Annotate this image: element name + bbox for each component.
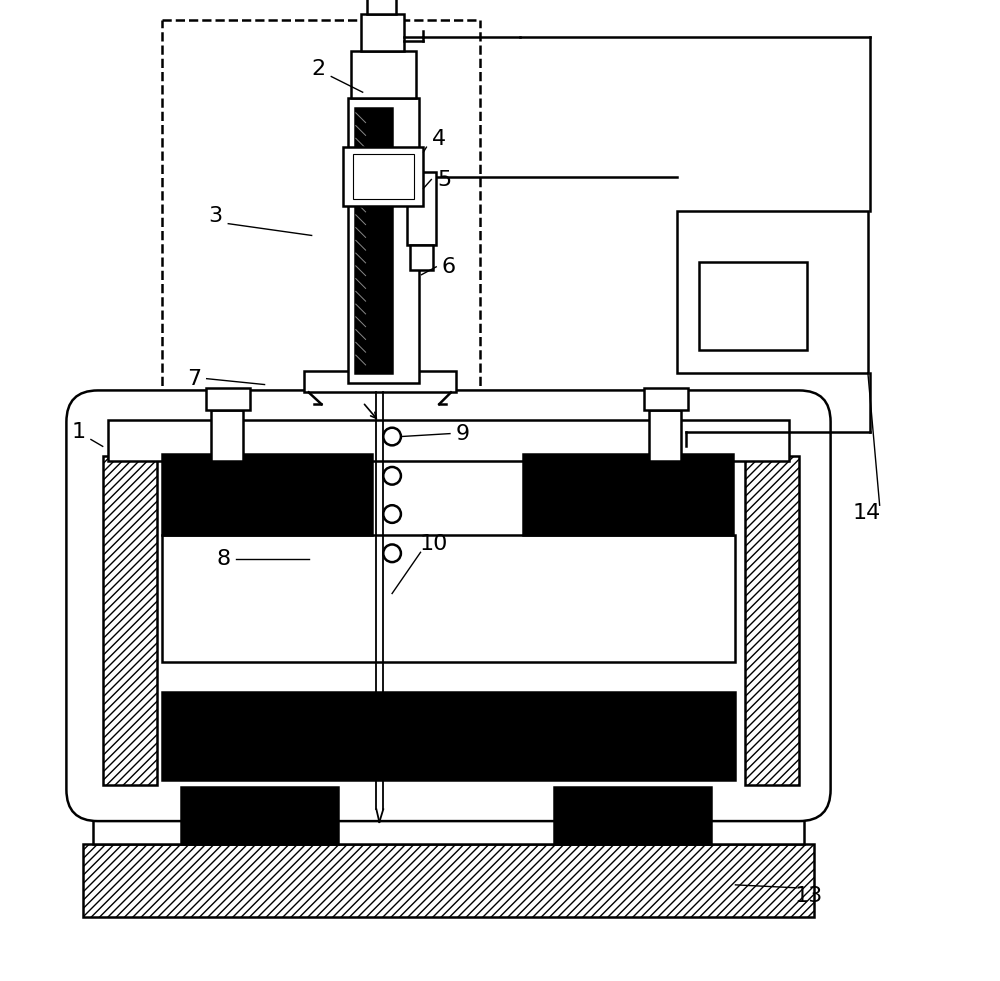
Bar (523, 454, 733, 535)
Bar (367, 0, 396, 14)
Bar (162, 535, 735, 662)
Circle shape (383, 467, 401, 485)
Bar (108, 420, 789, 461)
Text: 10: 10 (419, 535, 447, 554)
Bar (649, 410, 681, 461)
FancyBboxPatch shape (66, 390, 831, 821)
Bar (103, 456, 157, 785)
Text: 3: 3 (208, 206, 223, 226)
Bar (355, 108, 392, 373)
Circle shape (383, 544, 401, 562)
Text: 4: 4 (432, 129, 446, 149)
Text: 14: 14 (853, 503, 881, 523)
Text: 9: 9 (456, 424, 470, 443)
Text: 7: 7 (187, 369, 201, 388)
Text: 1: 1 (71, 422, 85, 441)
Bar (93, 816, 804, 844)
Bar (343, 147, 423, 206)
Bar (304, 371, 456, 392)
Bar (407, 172, 436, 245)
Circle shape (383, 505, 401, 523)
Bar (554, 787, 711, 844)
Bar (351, 51, 416, 98)
Bar (644, 388, 688, 410)
Text: 6: 6 (442, 257, 456, 277)
Bar (677, 211, 868, 373)
Bar (162, 692, 735, 780)
Bar (410, 245, 433, 270)
Text: 8: 8 (216, 549, 230, 569)
Circle shape (383, 428, 401, 445)
Bar (206, 388, 250, 410)
Bar (162, 454, 372, 535)
Bar (745, 456, 799, 785)
Text: 13: 13 (795, 886, 823, 905)
Bar (83, 844, 814, 917)
Text: 2: 2 (311, 59, 326, 78)
Bar (699, 262, 807, 350)
Bar (181, 787, 338, 844)
Text: 5: 5 (437, 170, 451, 189)
Bar (353, 154, 414, 199)
Bar (361, 14, 404, 51)
Bar (211, 410, 243, 461)
Bar (348, 98, 419, 383)
